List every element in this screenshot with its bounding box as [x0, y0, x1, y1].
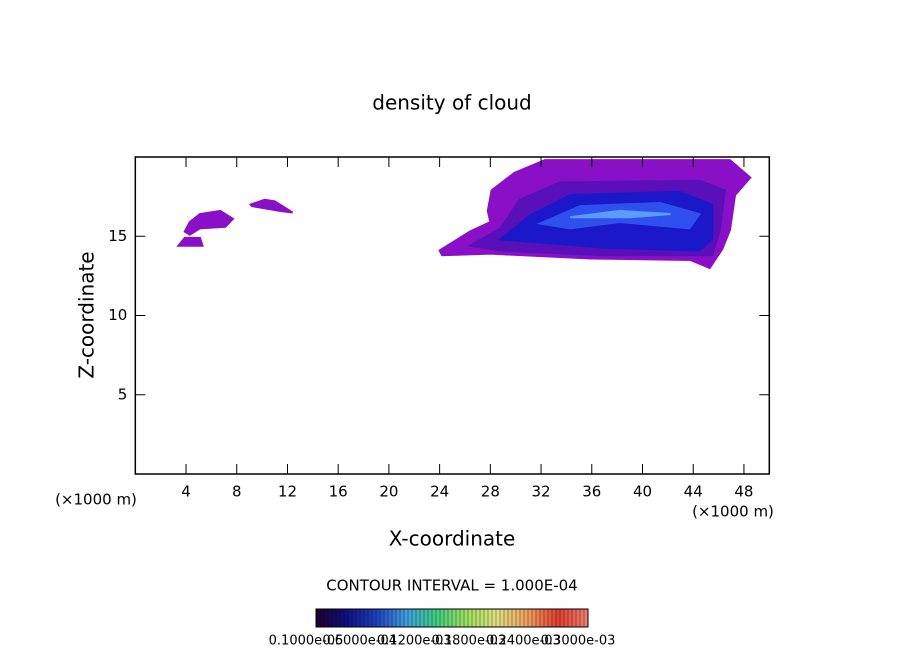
contour-region [176, 236, 204, 247]
x-unit: (×1000 m) [692, 503, 774, 521]
chart-title: density of cloud [372, 91, 531, 115]
x-tick-label: 16 [329, 483, 348, 501]
colorbar-tick-label: 0.1800e-03 [431, 634, 506, 649]
x-tick-label: 48 [734, 483, 753, 501]
x-tick-label: 4 [181, 483, 191, 501]
x-axis-label: X-coordinate [389, 527, 516, 551]
colorbar-tick-label: 0.1200e-03 [377, 634, 452, 649]
contour-region [249, 198, 294, 214]
y-axis-label: Z-coordinate [75, 251, 99, 378]
colorbar-tick-label: 0.2400e-03 [486, 634, 561, 649]
colorbar-tick-label: 0.3000e-03 [541, 634, 616, 649]
x-tick-label: 36 [582, 483, 601, 501]
x-tick-label: 28 [481, 483, 500, 501]
y-unit: (×1000 m) [55, 491, 137, 509]
x-tick-label: 32 [532, 483, 551, 501]
y-tick-label: 10 [108, 306, 127, 324]
x-tick-label: 24 [430, 483, 449, 501]
colorbar-tick-label: 0.6000e-04 [322, 634, 397, 649]
x-tick-label: 20 [379, 483, 398, 501]
colorbar [315, 608, 589, 628]
x-tick-label: 44 [684, 483, 703, 501]
contour-region [570, 209, 671, 219]
y-tick-label: 5 [118, 385, 128, 403]
x-tick-label: 8 [232, 483, 242, 501]
colorbar-tick-label: 0.1000e-05 [269, 634, 344, 649]
x-tick-label: 40 [633, 483, 652, 501]
contour-interval: CONTOUR INTERVAL = 1.000E-04 [326, 577, 577, 595]
x-tick-label: 12 [278, 483, 297, 501]
y-tick-label: 15 [108, 227, 127, 245]
contour-region [183, 209, 235, 236]
